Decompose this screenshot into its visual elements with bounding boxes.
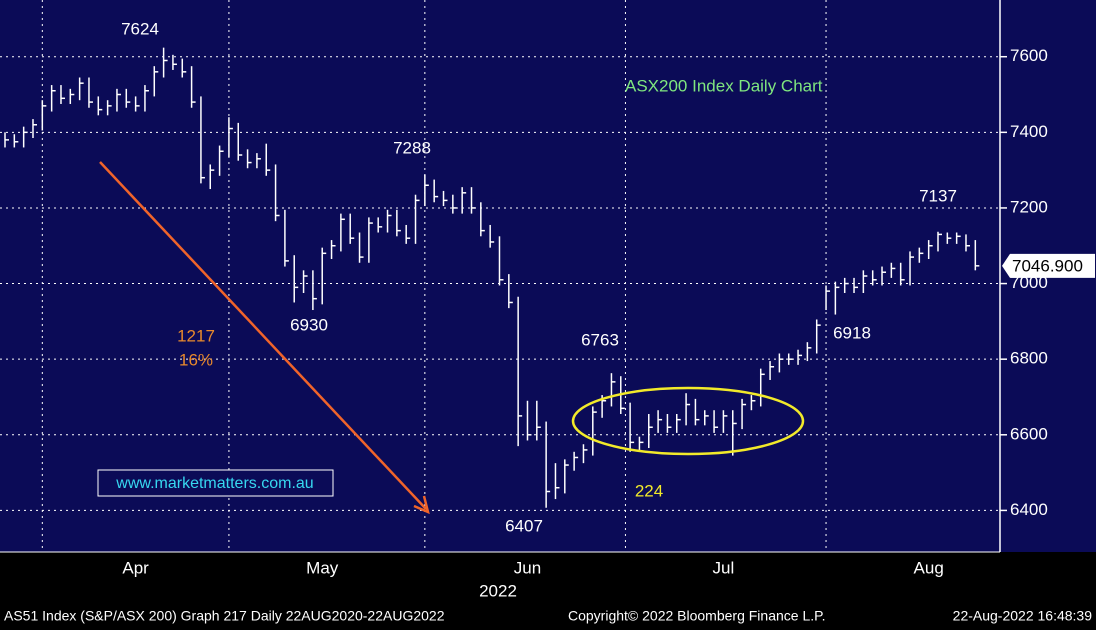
annotation: 6763 bbox=[581, 330, 619, 349]
y-tick-label: 6600 bbox=[1010, 424, 1048, 443]
annotation: 6407 bbox=[505, 516, 543, 535]
annotation: 6930 bbox=[290, 315, 328, 334]
y-tick-label: 7200 bbox=[1010, 197, 1048, 216]
annotation: 6918 bbox=[833, 323, 871, 342]
x-tick-label: May bbox=[306, 558, 339, 577]
annotation: 7624 bbox=[121, 19, 159, 38]
annotation: 7288 bbox=[393, 138, 431, 157]
footer: 22-Aug-2022 16:48:39 bbox=[953, 608, 1093, 624]
annotation: 1217 bbox=[177, 326, 215, 345]
annotation: 224 bbox=[635, 481, 663, 500]
last-price-label: 7046.900 bbox=[1012, 256, 1083, 275]
last-price-tag bbox=[1002, 253, 1095, 278]
x-axis-label: 2022 bbox=[479, 581, 517, 600]
annotation: 16% bbox=[179, 350, 213, 369]
arrow-head bbox=[413, 495, 430, 515]
plot-background bbox=[0, 0, 1096, 552]
chart-title: ASX200 Index Daily Chart bbox=[625, 76, 823, 95]
watermark: www.marketmatters.com.au bbox=[115, 475, 313, 492]
y-tick-label: 6400 bbox=[1010, 500, 1048, 519]
footer: AS51 Index (S&P/ASX 200) Graph 217 Daily… bbox=[4, 608, 445, 624]
x-tick-label: Jul bbox=[713, 558, 735, 577]
x-tick-label: Aug bbox=[914, 558, 944, 577]
watermark-box bbox=[97, 469, 334, 497]
x-tick-label: Apr bbox=[122, 558, 149, 577]
annotation: 7137 bbox=[919, 186, 957, 205]
y-tick-label: 6800 bbox=[1010, 349, 1048, 368]
trend-arrow bbox=[99, 161, 427, 510]
y-tick-label: 7400 bbox=[1010, 122, 1048, 141]
axis-band bbox=[0, 552, 1096, 630]
footer: Copyright© 2022 Bloomberg Finance L.P. bbox=[568, 608, 826, 624]
range-ellipse bbox=[571, 386, 805, 456]
x-tick-label: Jun bbox=[514, 558, 541, 577]
y-tick-label: 7600 bbox=[1010, 46, 1048, 65]
